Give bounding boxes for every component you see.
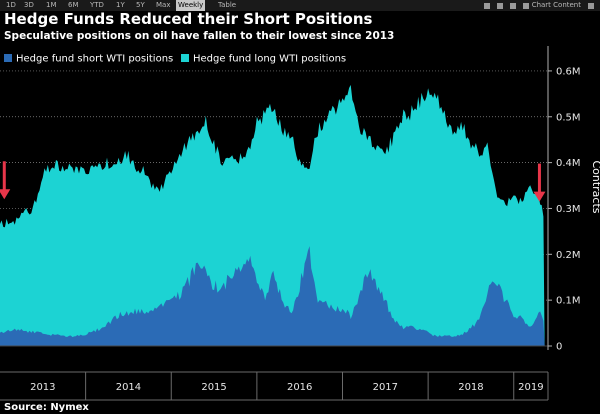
year-label-2013: 2013 <box>30 382 55 393</box>
timeframe-max-button[interactable]: Max <box>156 1 171 9</box>
area-long-positions <box>0 84 545 347</box>
timeframe-ytd-button[interactable]: YTD <box>90 1 104 9</box>
chart-subtitle: Speculative positions on oil have fallen… <box>4 30 395 42</box>
share-tool-icon[interactable] <box>509 2 516 9</box>
timeframe-1y-button[interactable]: 1Y <box>116 1 125 9</box>
zoom-tool-icon[interactable] <box>496 2 503 9</box>
chart-tools: Chart Content <box>483 0 594 11</box>
year-label-2016: 2016 <box>287 382 312 393</box>
table-view-button[interactable]: Table <box>218 1 237 9</box>
timeframe-3d-button[interactable]: 3D <box>24 1 34 9</box>
y-tick-label-0: 0 <box>556 342 562 353</box>
year-label-2015: 2015 <box>201 382 226 393</box>
chart-content-button[interactable]: Chart Content <box>522 0 581 11</box>
arrow-head-1 <box>533 191 546 202</box>
y-tick-label-6: 0.6M <box>556 66 581 77</box>
arrow-head-0 <box>0 189 11 200</box>
y-tick-label-2: 0.2M <box>556 250 581 261</box>
timeframe-1m-button[interactable]: 1M <box>46 1 57 9</box>
source-note: Source: Nymex <box>4 402 89 413</box>
chart-toolbar: 1D 3D 1M 6M YTD 1Y 5Y Max Weekly Table C… <box>0 0 600 11</box>
y-tick-label-1: 0.1M <box>556 296 581 307</box>
year-label-2018: 2018 <box>458 382 483 393</box>
chart-content-icon <box>522 2 529 9</box>
year-label-2017: 2017 <box>373 382 398 393</box>
y-tick-label-3: 0.3M <box>556 204 581 215</box>
area-short-positions <box>0 246 545 346</box>
legend-label-long: Hedge fund long WTI positions <box>193 54 346 65</box>
legend-swatch-long <box>181 54 189 62</box>
timeframe-1d-button[interactable]: 1D <box>6 1 16 9</box>
timeframe-5y-button[interactable]: 5Y <box>136 1 145 9</box>
settings-icon[interactable] <box>588 2 594 9</box>
chart-title: Hedge Funds Reduced their Short Position… <box>4 10 373 28</box>
timeframe-6m-button[interactable]: 6M <box>68 1 79 9</box>
legend-label-short: Hedge fund short WTI positions <box>16 54 173 65</box>
draw-tool-icon[interactable] <box>483 2 490 9</box>
year-label-2019: 2019 <box>518 382 543 393</box>
legend-swatch-short <box>4 54 12 62</box>
chart-content-label: Chart Content <box>531 1 581 9</box>
y-axis-title: Contracts <box>590 160 600 213</box>
y-tick-label-5: 0.5M <box>556 112 581 123</box>
y-tick-label-4: 0.4M <box>556 158 581 169</box>
timeframe-weekly-dropdown[interactable]: Weekly <box>176 0 206 11</box>
year-label-2014: 2014 <box>116 382 141 393</box>
